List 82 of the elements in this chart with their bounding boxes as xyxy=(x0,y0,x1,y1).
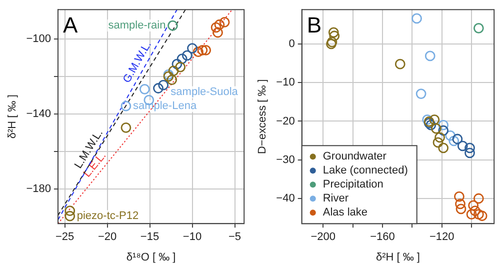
x-tick-label: −20 xyxy=(98,231,117,244)
y-tick-label: −20 xyxy=(276,115,295,128)
point xyxy=(464,142,475,154)
point xyxy=(434,132,445,143)
point xyxy=(172,58,182,70)
point xyxy=(168,66,179,76)
point xyxy=(200,44,212,56)
point xyxy=(182,50,192,61)
point xyxy=(438,120,449,130)
point xyxy=(187,43,198,54)
point xyxy=(457,140,468,152)
point xyxy=(424,50,436,62)
point xyxy=(175,62,186,72)
x-tick-label: −25 xyxy=(55,231,74,244)
x-tick-label: −120 xyxy=(429,231,454,244)
point xyxy=(394,58,406,70)
point xyxy=(328,27,339,38)
annotation: sample-Suola xyxy=(170,86,239,98)
point xyxy=(214,19,225,30)
point xyxy=(158,80,169,90)
y-tick-label: −30 xyxy=(276,154,295,166)
point xyxy=(176,54,188,64)
point xyxy=(448,136,460,146)
point xyxy=(452,134,463,144)
chart-title: A xyxy=(62,12,78,38)
point xyxy=(456,204,466,214)
point xyxy=(197,44,208,56)
point xyxy=(153,83,164,94)
x-tick-label: −5 xyxy=(228,231,242,244)
point xyxy=(64,206,76,216)
point xyxy=(464,148,475,158)
point xyxy=(473,22,484,34)
point xyxy=(473,209,484,220)
point xyxy=(219,16,230,28)
point xyxy=(329,30,340,42)
point xyxy=(168,20,178,31)
point xyxy=(64,210,76,222)
annotation: sample-rain xyxy=(108,20,166,32)
legend-label: Alas lake xyxy=(322,206,368,219)
x-tick-label: −160 xyxy=(370,231,395,244)
x-axis-title: δ²H [ ‰ ] xyxy=(376,251,420,264)
point xyxy=(468,200,479,211)
point xyxy=(416,88,426,100)
x-axis-title: δ¹⁸O [ ‰ ] xyxy=(126,251,176,264)
legend-label: Precipitation xyxy=(322,178,384,191)
point xyxy=(438,142,449,154)
y-axis-title: D−excess [ ‰ ] xyxy=(256,79,269,154)
point xyxy=(120,122,132,133)
point xyxy=(470,206,480,216)
chart-title: B xyxy=(306,12,322,38)
annotation: piezo-tc-P12 xyxy=(76,210,139,222)
y-tick-label: 0 xyxy=(288,38,295,50)
point xyxy=(438,125,449,136)
legend-label: Groundwater xyxy=(322,150,387,163)
point xyxy=(431,123,442,134)
y-tick-label: −10 xyxy=(276,76,295,89)
y-tick-label: −40 xyxy=(276,192,295,205)
point xyxy=(466,209,477,220)
point xyxy=(445,130,456,141)
point xyxy=(455,198,466,210)
point xyxy=(166,74,178,86)
legend-label: Lake (connected) xyxy=(322,164,408,177)
y-tick-label: −100 xyxy=(26,32,51,45)
y-axis-title: δ²H [ ‰ ] xyxy=(6,94,19,139)
point xyxy=(454,191,464,202)
legend-label: River xyxy=(322,192,349,205)
x-tick-label: −10 xyxy=(182,231,202,244)
annotation: sample-Lena xyxy=(132,100,198,112)
y-tick-label: −180 xyxy=(26,183,51,196)
point xyxy=(432,137,444,148)
point xyxy=(193,46,204,58)
point xyxy=(212,27,223,38)
point xyxy=(412,13,422,24)
point xyxy=(139,84,150,94)
x-tick-label: −15 xyxy=(140,231,160,244)
point xyxy=(476,210,488,222)
point xyxy=(210,22,222,33)
point xyxy=(120,100,132,112)
point xyxy=(473,193,484,204)
x-tick-label: −200 xyxy=(310,231,336,244)
y-tick-label: −140 xyxy=(26,108,51,120)
point xyxy=(429,114,440,125)
